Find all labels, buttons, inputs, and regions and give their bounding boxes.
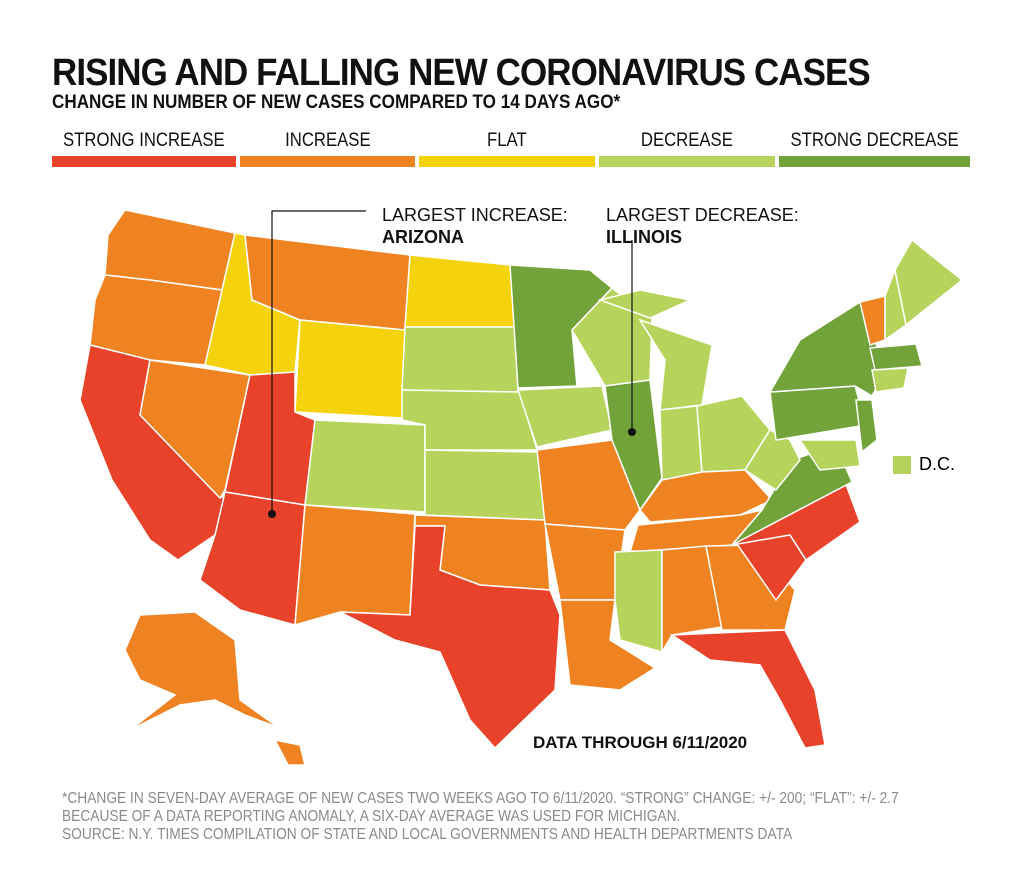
state-mo	[536, 439, 641, 531]
state-ms	[614, 549, 663, 653]
footnote: BECAUSE OF A DATA REPORTING ANOMALY, A S…	[62, 808, 681, 825]
legend-decrease: DECREASE	[599, 130, 775, 167]
annotation-label: LARGEST DECREASE:	[606, 205, 799, 225]
dc-label: D.C.	[919, 454, 955, 474]
legend-label: INCREASE	[284, 130, 371, 151]
state-ma	[869, 343, 923, 371]
legend-label: FLAT	[487, 130, 528, 151]
state-co	[304, 419, 426, 513]
largest-increase-annotation: LARGEST INCREASE: ARIZONA	[382, 204, 568, 248]
state-me	[894, 238, 964, 327]
state-fl	[669, 629, 826, 749]
legend-strong-decrease: STRONG DECREASE	[778, 130, 970, 167]
page-subtitle: CHANGE IN NUMBER OF NEW CASES COMPARED T…	[52, 92, 621, 113]
legend-swatch	[239, 156, 416, 167]
state-ct	[871, 367, 909, 393]
legend-strong-increase: STRONG INCREASE	[52, 130, 236, 167]
annotation-state: ILLINOIS	[606, 227, 682, 247]
annotation-state: ARIZONA	[382, 227, 464, 247]
state-nv	[139, 359, 251, 500]
illinois-marker-dot	[628, 428, 636, 436]
state-in	[659, 405, 703, 481]
legend-label: STRONG INCREASE	[63, 130, 225, 151]
state-or	[89, 274, 223, 366]
state-nm	[294, 504, 416, 627]
annotation-label: LARGEST INCREASE:	[382, 205, 568, 225]
state-miu	[597, 289, 693, 319]
state-wy	[294, 319, 406, 419]
data-through: DATA THROUGH 6/11/2020	[533, 733, 748, 752]
legend-label: STRONG DECREASE	[790, 130, 959, 151]
legend-label: DECREASE	[641, 130, 734, 151]
state-ar	[544, 523, 626, 601]
legend-swatch	[778, 156, 970, 167]
legend-swatch	[419, 156, 596, 167]
arizona-marker-dot	[268, 510, 276, 518]
largest-decrease-annotation: LARGEST DECREASE: ILLINOIS	[606, 204, 799, 248]
state-nd	[404, 254, 516, 328]
state-pa	[769, 385, 867, 441]
legend-swatch	[599, 156, 775, 167]
legend: STRONG INCREASE INCREASE FLAT DECREASE S…	[52, 130, 970, 167]
dc-swatch	[893, 455, 911, 474]
state-md	[798, 439, 861, 471]
footnote: SOURCE: N.Y. TIMES COMPILATION OF STATE …	[62, 826, 793, 843]
state-wv	[743, 429, 801, 491]
state-ak	[124, 611, 301, 736]
state-tx	[339, 525, 561, 750]
state-hi	[273, 738, 306, 766]
state-al	[661, 545, 723, 655]
dc-legend: D.C.	[893, 454, 955, 475]
legend-flat: FLAT	[419, 130, 596, 167]
footnotes: *CHANGE IN SEVEN-DAY AVERAGE OF NEW CASE…	[62, 790, 899, 844]
page-title: RISING AND FALLING NEW CORONAVIRUS CASES	[52, 52, 871, 94]
state-nj	[855, 399, 878, 454]
state-ks	[424, 449, 546, 521]
legend-increase: INCREASE	[239, 130, 416, 167]
arizona-leader-line	[271, 210, 366, 514]
state-ky	[639, 469, 774, 523]
footnote: *CHANGE IN SEVEN-DAY AVERAGE OF NEW CASE…	[62, 790, 899, 807]
state-sd	[401, 326, 519, 393]
legend-swatch	[52, 156, 236, 167]
